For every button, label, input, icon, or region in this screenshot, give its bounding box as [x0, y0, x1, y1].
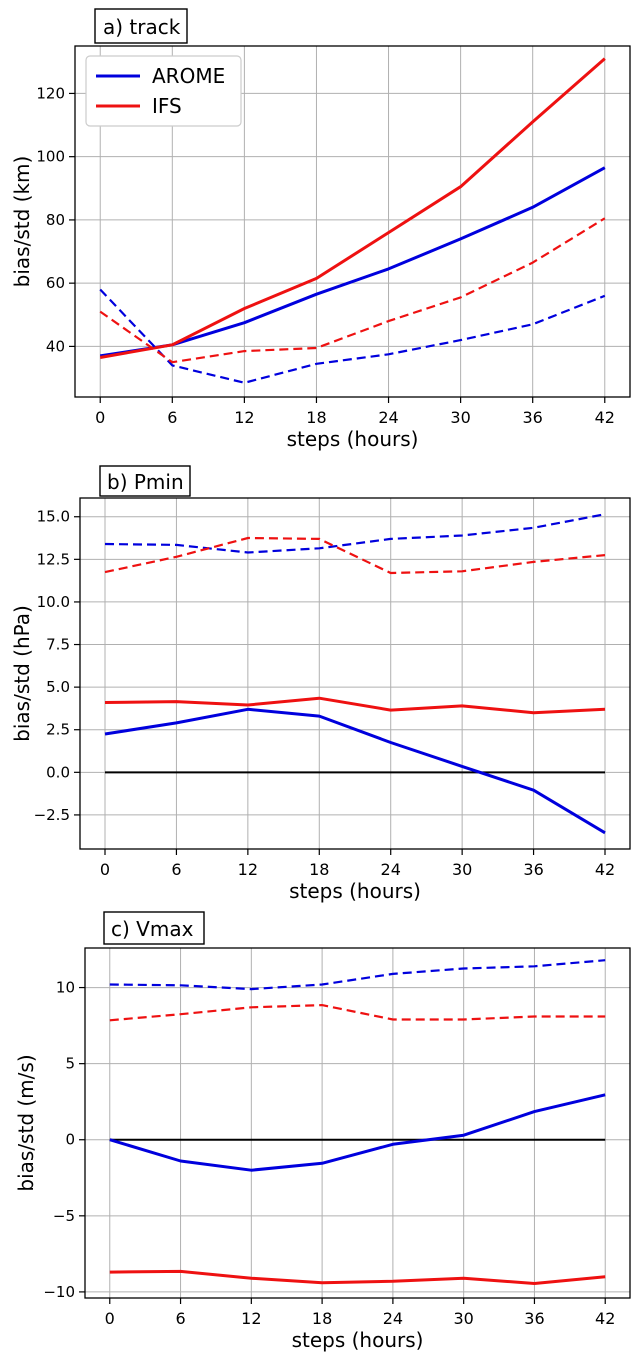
series-line-ifs-std [104, 536, 606, 575]
y-tick-label: 15.0 [37, 508, 70, 526]
chart-panel-1: 0 6 12 18 24 30 36 42 40 60 80 100 120 steps (hours) b… [10, 8, 631, 451]
x-tick-label: 36 [524, 1309, 544, 1328]
series-line-ifs-std [99, 57, 606, 359]
y-tick-label: 5 [65, 1055, 75, 1073]
y-axis-label: bias/std (m/s) [14, 1054, 38, 1191]
legend-label-arome: AROME [152, 64, 225, 88]
y-tick-label: 120 [36, 84, 65, 102]
x-tick-label: 42 [595, 860, 615, 879]
series-line-ifs-bias [104, 696, 606, 715]
x-tick-label: 30 [453, 1309, 473, 1328]
y-tick-label: 80 [46, 211, 65, 229]
x-tick-label: 24 [378, 408, 398, 427]
chart-panel-3: 0 6 12 18 24 30 36 42 −10 −5 0 5 10 steps (hours) bias… [14, 911, 631, 1352]
plot-frame [84, 947, 631, 1299]
series-line-arome-std [99, 166, 606, 358]
y-axis-label: bias/std (hPa) [10, 605, 34, 742]
legend-label-ifs: IFS [152, 94, 182, 118]
y-tick-label: −5 [53, 1207, 75, 1225]
y-tick-label: −10 [43, 1283, 75, 1301]
plot-frame [79, 497, 631, 850]
series-line-arome-bias [99, 288, 606, 384]
series-line-ifs-bias [99, 217, 606, 364]
panel-label: c) Vmax [111, 917, 194, 941]
x-tick-label: 6 [175, 1309, 185, 1328]
series-line-ifs-std [109, 1003, 606, 1022]
x-tick-label: 0 [105, 1309, 115, 1328]
chart-panel-2: 0 6 12 18 24 30 36 42 −2.5 0.0 2.5 5.0 7.5 10.0 12.5 15… [10, 465, 631, 903]
panel-label: a) track [103, 15, 181, 39]
panel-label: b) Pmin [107, 470, 184, 494]
legend-box [85, 55, 242, 127]
x-tick-label: 18 [309, 860, 329, 879]
series-line-ifs-bias [109, 1269, 606, 1285]
y-tick-label: 7.5 [46, 636, 70, 654]
x-tick-label: 12 [241, 1309, 261, 1328]
x-tick-label: 18 [306, 408, 326, 427]
x-tick-label: 6 [171, 860, 181, 879]
y-tick-label: 0.0 [46, 763, 70, 781]
x-tick-label: 42 [595, 408, 615, 427]
x-tick-label: 30 [450, 408, 470, 427]
y-tick-label: 0 [65, 1131, 75, 1149]
x-tick-label: 6 [167, 408, 177, 427]
panel-label-box [99, 465, 191, 497]
x-axis-label: steps (hours) [289, 879, 421, 903]
y-tick-label: 12.5 [37, 550, 70, 568]
x-tick-label: 24 [383, 1309, 403, 1328]
y-tick-label: 10 [56, 979, 75, 997]
x-tick-label: 12 [234, 408, 254, 427]
x-axis-label: steps (hours) [287, 427, 419, 451]
x-axis-label: steps (hours) [292, 1328, 424, 1352]
x-tick-label: 36 [523, 860, 543, 879]
series-line-arome-bias [109, 1093, 606, 1172]
x-tick-label: 0 [95, 408, 105, 427]
x-tick-label: 18 [312, 1309, 332, 1328]
x-tick-label: 42 [595, 1309, 615, 1328]
y-axis-label: bias/std (km) [10, 156, 34, 288]
y-tick-label: 60 [46, 274, 65, 292]
y-tick-label: 10.0 [37, 593, 70, 611]
y-tick-label: 5.0 [46, 678, 70, 696]
series-line-arome-std [109, 959, 606, 991]
x-tick-label: 24 [381, 860, 401, 879]
panel-label-box [103, 911, 205, 945]
y-tick-label: −2.5 [34, 806, 70, 824]
y-tick-label: 40 [46, 337, 65, 355]
x-tick-label: 0 [100, 860, 110, 879]
x-tick-label: 12 [238, 860, 258, 879]
y-tick-label: 2.5 [46, 721, 70, 739]
legend: AROME IFS [85, 55, 242, 127]
series-line-arome-std [104, 513, 606, 554]
plot-frame [74, 45, 631, 398]
panel-label-box [94, 8, 188, 44]
x-tick-label: 30 [452, 860, 472, 879]
y-tick-label: 100 [36, 148, 65, 166]
series-line-arome-bias [104, 707, 606, 835]
x-tick-label: 36 [523, 408, 543, 427]
